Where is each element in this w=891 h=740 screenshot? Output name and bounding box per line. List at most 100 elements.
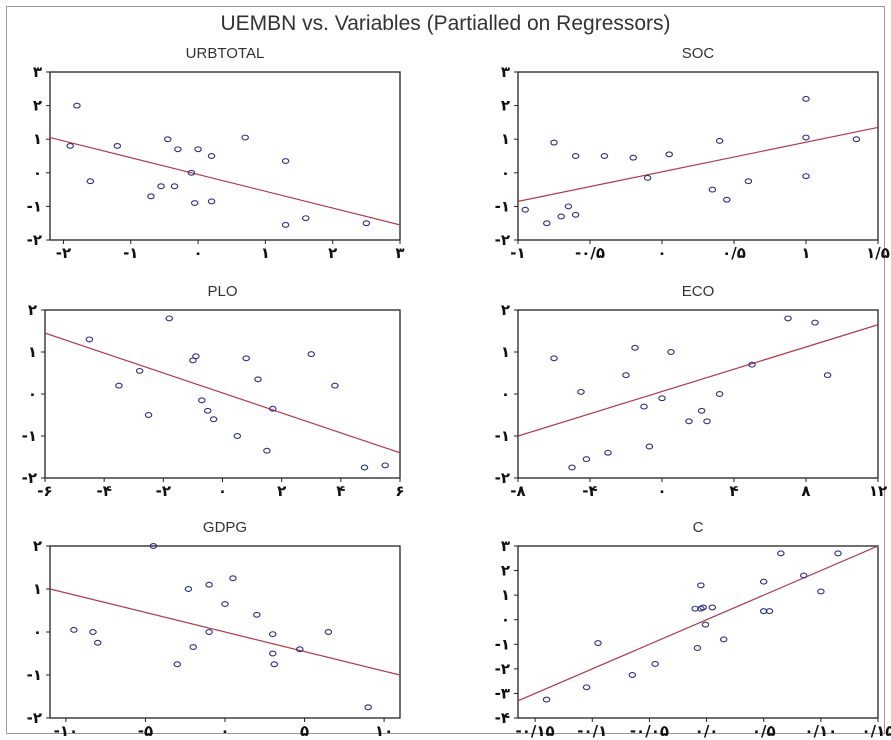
y-tick-label: -۲: [495, 231, 510, 249]
x-tick-label: -۱: [123, 244, 138, 262]
y-tick-label: -۲: [495, 469, 510, 487]
y-tick-label: ۰: [501, 164, 510, 182]
x-tick-label: -۸: [510, 482, 525, 500]
data-point: [802, 134, 810, 141]
data-point: [834, 550, 842, 557]
fit-line: [518, 324, 878, 437]
data-point: [543, 220, 551, 227]
data-point: [723, 196, 731, 203]
panel-urbtotal: URBTOTAL -۲ -۱ ۰ ۱ ۲ ۳ ۳ ۲ ۱ ۰ -۱ -۲: [27, 45, 405, 262]
data-point: [550, 355, 558, 362]
data-point: [703, 418, 711, 425]
data-point: [192, 353, 200, 360]
data-point: [270, 661, 279, 668]
x-tick-label: ۰: [220, 722, 229, 740]
data-point: [667, 349, 675, 355]
data-point: [550, 139, 558, 146]
x-tick-label: -۰/۱۵: [516, 722, 555, 740]
data-point: [715, 137, 724, 144]
y-tick-label: -۲: [27, 709, 42, 727]
data-point: [187, 169, 196, 176]
data-point: [254, 376, 262, 383]
x-tick-label: -۴: [582, 482, 597, 500]
data-point: [582, 456, 591, 463]
data-point: [207, 198, 216, 205]
x-tick-label: ۱: [261, 244, 270, 262]
data-point: [86, 178, 95, 185]
data-point: [643, 174, 652, 181]
x-tick-label: -۱۰: [54, 722, 79, 740]
data-point: [645, 443, 654, 450]
data-point: [221, 601, 229, 607]
x-tick-label: ۰: [193, 244, 202, 262]
data-point: [568, 464, 576, 471]
data-point: [759, 578, 768, 585]
data-point: [165, 315, 174, 322]
data-point: [697, 582, 705, 589]
plot-area: [517, 71, 879, 241]
data-point: [852, 136, 861, 143]
x-tick-label: ۰/۵: [752, 722, 776, 740]
plot-area: [517, 309, 879, 479]
y-tick-label: ۳: [501, 63, 510, 81]
x-tick-label: ۱: [801, 244, 810, 262]
x-tick-label: ۰/۵: [722, 244, 746, 262]
data-point: [748, 361, 756, 368]
data-point: [229, 575, 237, 582]
x-tick-label: -۰/۵: [575, 244, 605, 262]
data-point: [685, 418, 693, 425]
data-point: [640, 403, 648, 410]
data-point: [269, 405, 277, 412]
y-tick-label: ۱: [501, 130, 510, 148]
data-point: [708, 186, 717, 193]
data-point: [708, 604, 717, 611]
data-point: [715, 391, 724, 397]
y-tick-label: ۱: [33, 130, 42, 148]
data-point: [331, 382, 339, 389]
data-point: [381, 462, 389, 469]
data-point: [263, 447, 271, 454]
data-point: [571, 153, 580, 159]
panel-c: C -۰/۱۵ -۰/۱ -۰/۰۵ ۰/۰ ۰/۵ ۰/۱۰ ۰/۱۵ ۳ ۲ ۱ ۰ -۱ -۲ -۳ -…: [495, 519, 891, 740]
x-tick-label: ۸: [801, 482, 810, 500]
plot-area: [49, 71, 401, 241]
data-point: [194, 146, 202, 153]
x-tick-label: -۰/۱: [577, 722, 607, 740]
data-point: [157, 183, 165, 190]
data-point: [594, 640, 602, 647]
data-point: [233, 433, 242, 439]
data-point: [631, 344, 639, 351]
data-point: [189, 644, 197, 650]
data-point: [802, 95, 810, 102]
plot-area: [44, 309, 401, 479]
data-point: [281, 221, 290, 228]
data-point: [564, 203, 573, 210]
panel-title: PLO: [207, 283, 237, 300]
data-point: [360, 464, 369, 471]
fit-line: [518, 546, 878, 702]
data-point: [719, 636, 728, 643]
y-tick-label: -۱: [27, 666, 42, 684]
x-tick-label: ۰: [218, 482, 227, 500]
data-point: [577, 388, 585, 395]
data-point: [296, 646, 304, 653]
y-tick-label: -۲: [27, 231, 42, 249]
data-point: [198, 397, 206, 404]
data-point: [113, 142, 122, 149]
x-tick-label: -۵: [138, 722, 153, 740]
data-point: [170, 183, 179, 190]
x-tick-label: ۱۰: [375, 722, 393, 740]
x-tick-label: -۱: [510, 244, 525, 262]
data-point: [629, 154, 637, 161]
x-tick-label: ۰: [657, 244, 666, 262]
y-tick-label: ۰: [501, 611, 510, 629]
x-tick-label: -۴: [96, 482, 111, 500]
data-point: [281, 158, 290, 164]
data-point: [628, 672, 637, 678]
y-tick-label: -۴: [495, 709, 510, 727]
x-tick-label: -۰/۰۵: [630, 722, 669, 740]
y-tick-label: ۰: [33, 164, 42, 182]
data-point: [190, 200, 199, 206]
panel-eco: ECO -۸ -۴ ۰ ۴ ۸ ۱۲ ۲ ۱ ۰ -۱ -۲: [495, 283, 888, 500]
data-point: [701, 621, 710, 628]
